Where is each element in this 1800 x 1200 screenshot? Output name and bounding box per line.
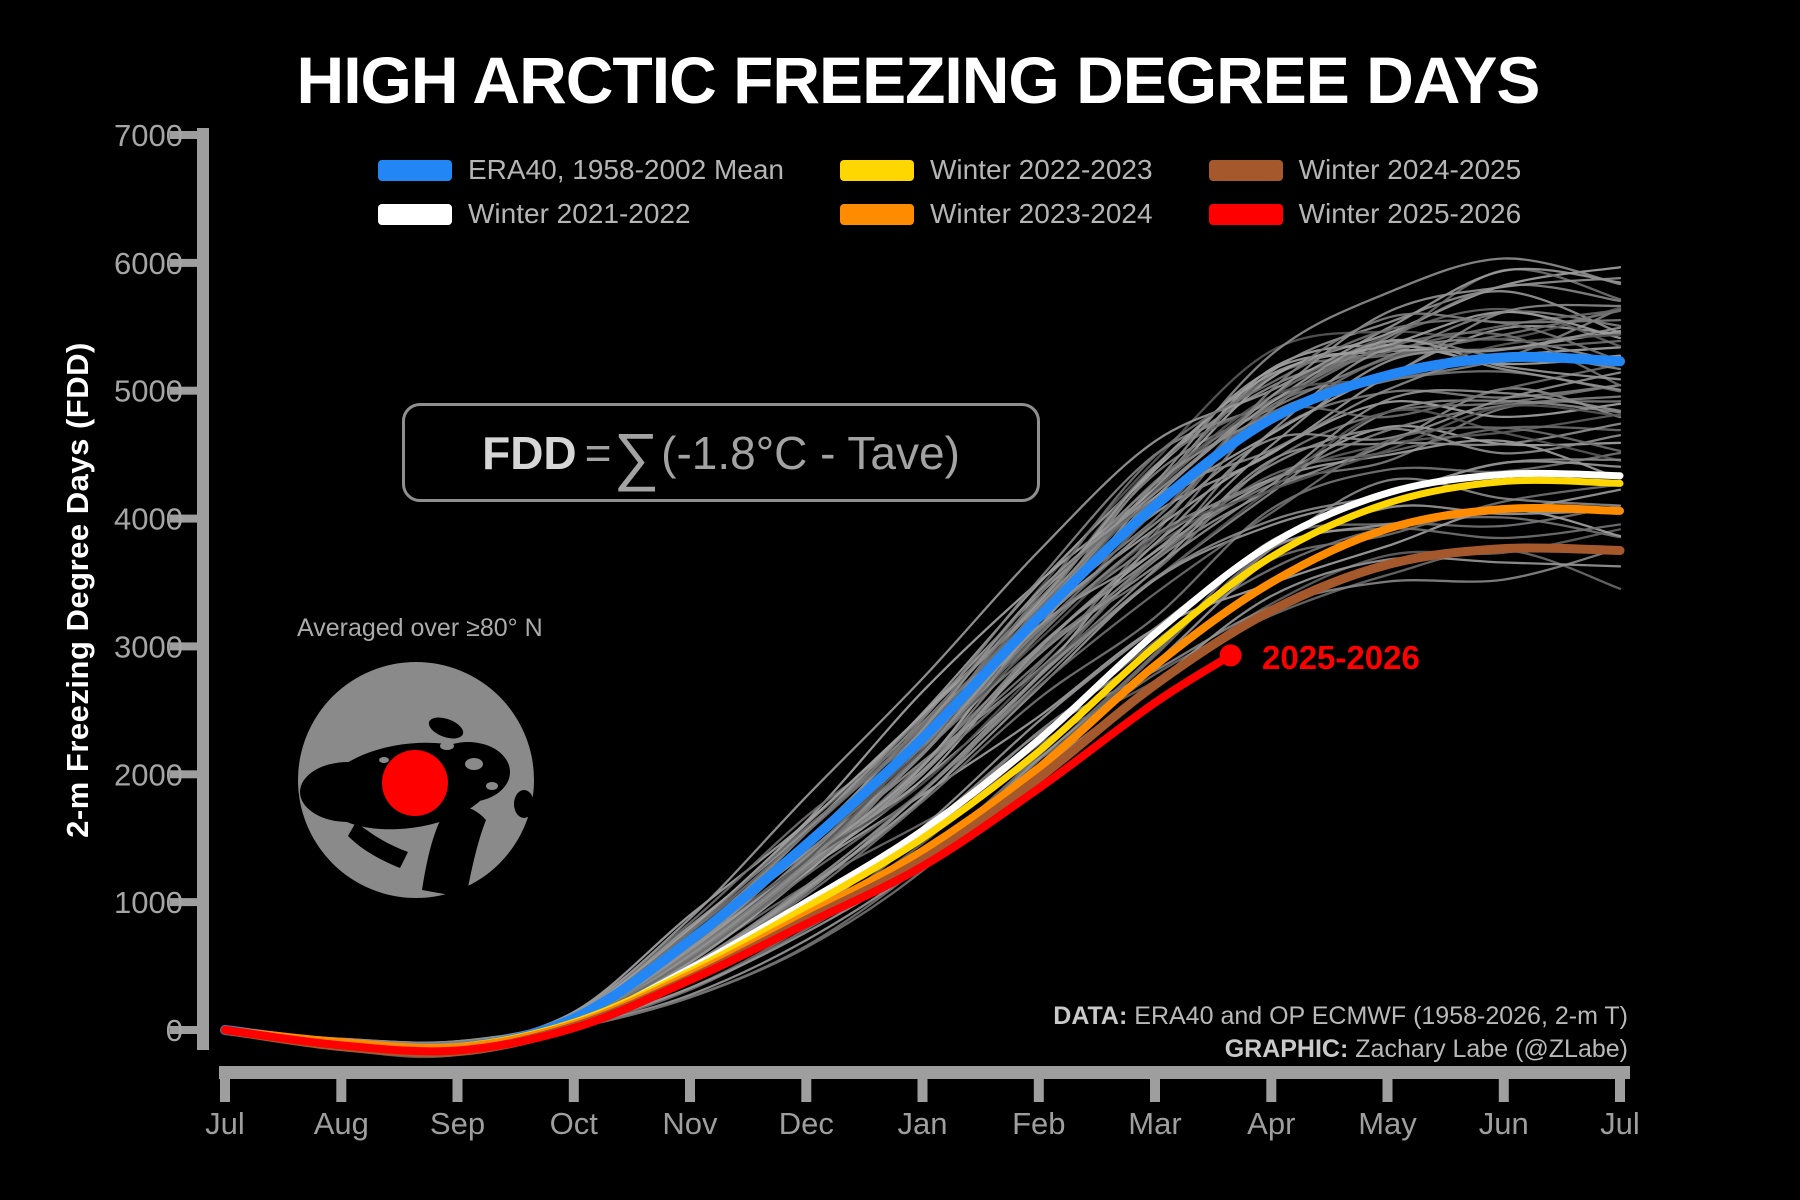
formula-rhs: (-1.8°C - Tave) [661,426,960,479]
x-tick [336,1066,347,1102]
credit-graphic-text: Zachary Labe (@ZLabe) [1355,1035,1628,1063]
legend-label: Winter 2024-2025 [1298,154,1522,185]
legend-swatch [840,203,914,225]
credits: DATA: ERA40 and OP ECMWF (1958-2026, 2-m… [1053,1000,1628,1066]
highlight-series [220,351,1625,1058]
x-tick [1033,1066,1044,1102]
legend-label: Winter 2025-2026 [1298,198,1522,229]
x-tick-label: Mar [1128,1106,1181,1141]
x-tick [1382,1066,1393,1102]
arctic-map-inset [298,662,534,898]
series-annotation: 2025-2026 [1262,639,1420,677]
x-tick-label: Sep [430,1106,485,1141]
formula-box: FDD = ∑ (-1.8°C - Tave) [402,403,1040,502]
x-tick-label: May [1358,1106,1417,1141]
x-tick-label: Oct [550,1106,599,1141]
y-tick-label: 6000 [114,246,183,281]
legend-label: Winter 2023-2024 [930,198,1153,229]
y-tick-label: 3000 [114,629,183,664]
legend-item-5: Winter 2025-2026 [1208,198,1522,230]
series-line [221,651,1235,1056]
legend-item-2: Winter 2022-2023 [840,154,1153,186]
series-end-dot [1219,644,1242,667]
x-tick [452,1066,463,1102]
x-axis: Jul Aug Sep Oct Nov Dec Jan Feb Mar Apr May Jun Jul [205,1066,1640,1141]
x-tick-label: Jan [898,1106,948,1141]
y-tick [170,770,198,779]
x-tick [1615,1066,1625,1102]
legend-swatch [378,159,452,181]
credit-data-line: DATA: ERA40 and OP ECMWF (1958-2026, 2-m… [1053,1000,1628,1033]
y-tick [170,898,198,907]
legend-label: Winter 2022-2023 [930,154,1153,185]
annotation-label: 2025-2026 [1262,639,1420,676]
y-axis-title: 2-m Freezing Degree Days (FDD) [60,342,95,838]
y-tick [170,258,198,267]
x-tick [1266,1066,1277,1102]
map-caption: Averaged over ≥80° N [297,614,543,642]
credit-graphic-label: GRAPHIC: [1224,1035,1349,1063]
formula-equals: = [584,426,612,479]
legend-swatch [1208,159,1283,181]
x-tick [1150,1066,1160,1102]
credit-data-text: ERA40 and OP ECMWF (1958-2026, 2-m T) [1134,1002,1628,1030]
y-tick [170,642,198,651]
x-tick-label: Jul [1600,1106,1640,1141]
x-tick-label: Jun [1479,1106,1529,1141]
legend-item-4: Winter 2024-2025 [1208,154,1522,186]
x-tick-label: Dec [779,1106,834,1141]
legend-swatch [378,203,452,225]
legend-swatch [1208,203,1283,225]
y-tick [170,131,198,139]
x-tick [917,1066,928,1102]
legend-swatch [840,159,914,181]
x-tick [568,1066,579,1102]
y-tick-label: 2000 [114,757,183,792]
y-tick-label: 1000 [114,885,183,920]
x-tick-label: Jul [205,1106,245,1141]
x-tick [685,1066,695,1102]
x-tick [801,1066,812,1102]
map-islands [379,742,498,790]
x-tick-label: Nov [662,1106,718,1141]
y-tick-label: 4000 [114,502,183,537]
legend-item-0: ERA40, 1958-2002 Mean [378,154,784,186]
legend-item-1: Winter 2021-2022 [378,198,784,230]
y-axis: 0 1000 2000 3000 4000 5000 6000 7000 [114,118,209,1050]
x-tick [1498,1066,1509,1102]
legend-label: Winter 2021-2022 [468,198,691,229]
x-tick-label: Aug [314,1106,369,1141]
y-tick [170,1026,198,1034]
credit-graphic-line: GRAPHIC: Zachary Labe (@ZLabe) [1053,1033,1628,1066]
y-tick-label: 0 [166,1013,183,1048]
credit-data-label: DATA: [1053,1002,1128,1030]
x-tick-label: Feb [1012,1106,1065,1141]
y-tick [170,514,198,523]
legend-item-3: Winter 2023-2024 [840,198,1153,230]
polar-cap-highlight [382,750,448,816]
x-tick-label: Apr [1247,1106,1295,1141]
chart-legend: ERA40, 1958-2002 Mean Winter 2021-2022 Win… [378,154,1521,230]
x-tick [220,1066,230,1102]
y-tick-label: 7000 [114,118,183,153]
legend-label: ERA40, 1958-2002 Mean [468,154,784,185]
formula-lhs: FDD [482,426,577,479]
page-title: HIGH ARCTIC FREEZING DEGREE DAYS [296,43,1541,117]
y-tick-label: 5000 [114,374,183,409]
y-tick [170,386,198,395]
